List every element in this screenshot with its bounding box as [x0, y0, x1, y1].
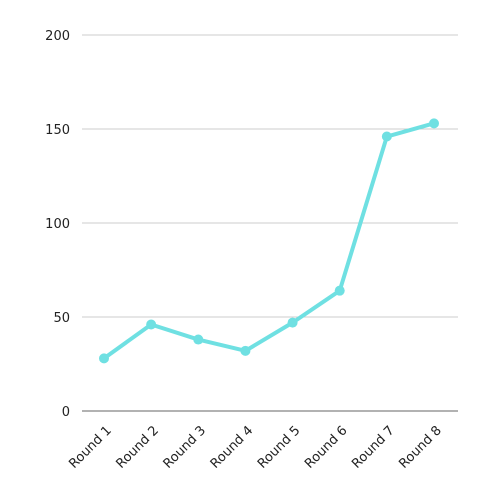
- grid-lines: [82, 34, 458, 318]
- data-point-round-4: [240, 345, 251, 356]
- y-tick-label-100: 100: [45, 217, 70, 232]
- series-line-1: [102, 121, 436, 361]
- data-point-round-5: [287, 317, 298, 328]
- x-tick-label-7: Round 7: [349, 423, 397, 471]
- x-tick-label-8: Round 8: [396, 423, 444, 471]
- data-point-round-3: [193, 334, 204, 345]
- data-point-round-1: [99, 353, 109, 364]
- y-tick-label-0: 0: [62, 405, 70, 420]
- series: [99, 118, 439, 364]
- data-point-round-2: [146, 319, 157, 330]
- x-tick-label-4: Round 4: [208, 423, 256, 471]
- data-point-round-8: [429, 118, 439, 129]
- y-tick-label-50: 50: [53, 311, 70, 326]
- y-tick-label-200: 200: [45, 29, 70, 44]
- x-tick-label-6: Round 6: [302, 423, 350, 471]
- x-tick-label-3: Round 3: [161, 423, 209, 471]
- data-point-round-7: [381, 131, 392, 142]
- data-point-round-6: [334, 285, 345, 296]
- y-axis-ticks: 0 50 100 150 200: [45, 29, 70, 420]
- x-tick-label-5: Round 5: [255, 423, 303, 471]
- x-tick-label-1: Round 1: [66, 423, 114, 471]
- x-tick-label-2: Round 2: [114, 423, 162, 471]
- y-tick-label-150: 150: [45, 123, 70, 138]
